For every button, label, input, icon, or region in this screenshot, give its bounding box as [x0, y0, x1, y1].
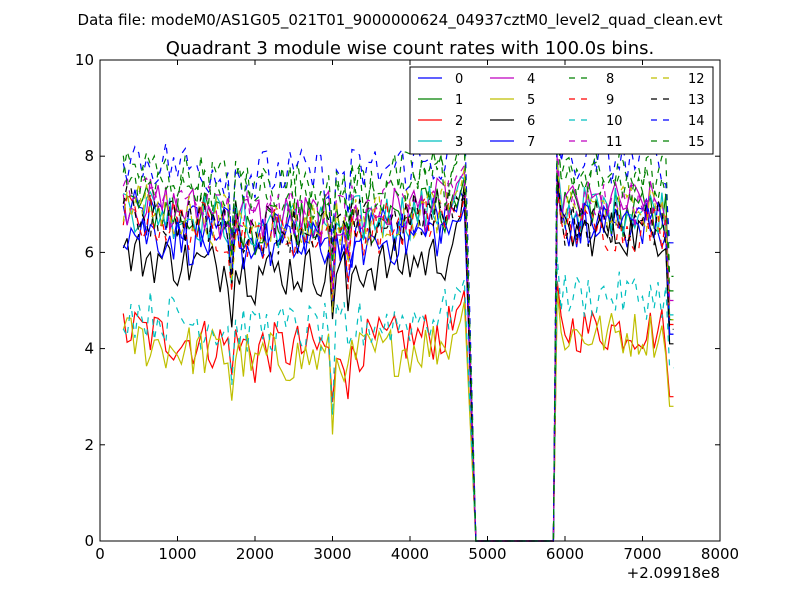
x-tick-label: 7000 [623, 545, 661, 563]
legend-label-12: 12 [688, 72, 705, 87]
x-tick-label: 1000 [158, 545, 196, 563]
x-tick-label: 8000 [701, 545, 739, 563]
y-tick-label: 8 [84, 147, 94, 165]
series-line-10 [122, 257, 674, 542]
series-line-12 [122, 160, 674, 542]
series-line-11 [122, 141, 674, 542]
x-tick-label: 5000 [468, 545, 506, 563]
x-tick-label: 0 [95, 545, 105, 563]
legend-label-6: 6 [527, 114, 535, 129]
y-tick-label: 4 [84, 340, 94, 358]
series-line-14 [122, 88, 674, 542]
legend-label-14: 14 [688, 114, 705, 129]
series-line-7 [122, 189, 674, 542]
legend-label-10: 10 [606, 114, 623, 129]
legend-label-7: 7 [527, 135, 535, 150]
legend-label-5: 5 [527, 93, 535, 108]
x-tick-label: 4000 [391, 545, 429, 563]
legend-label-1: 1 [455, 93, 463, 108]
series-line-5 [122, 290, 674, 542]
chart-title: Quadrant 3 module wise count rates with … [166, 38, 655, 59]
series-layer [122, 88, 674, 542]
x-offset-label: +2.09918e8 [627, 564, 720, 582]
series-line-8 [122, 132, 674, 542]
legend-label-4: 4 [527, 72, 535, 87]
x-tick-label: 6000 [546, 545, 584, 563]
legend-frame [409, 66, 714, 155]
series-line-15 [122, 122, 674, 542]
legend-label-13: 13 [688, 93, 705, 108]
legend-label-0: 0 [455, 72, 463, 87]
legend-label-15: 15 [688, 135, 705, 150]
x-tick-label: 3000 [313, 545, 351, 563]
legend-label-11: 11 [606, 135, 623, 150]
y-tick-label: 0 [84, 532, 94, 550]
y-tick-label: 10 [75, 51, 94, 69]
legend-label-9: 9 [606, 93, 614, 108]
y-tick-label: 6 [84, 243, 94, 261]
series-line-2 [122, 281, 674, 542]
figure-suptitle: Data file: modeM0/AS1G05_021T01_90000006… [78, 11, 723, 30]
legend-label-2: 2 [455, 114, 463, 129]
x-tick-label: 2000 [236, 545, 274, 563]
y-tick-label: 2 [84, 436, 94, 454]
legend-label-3: 3 [455, 135, 463, 150]
legend-label-8: 8 [606, 72, 614, 87]
